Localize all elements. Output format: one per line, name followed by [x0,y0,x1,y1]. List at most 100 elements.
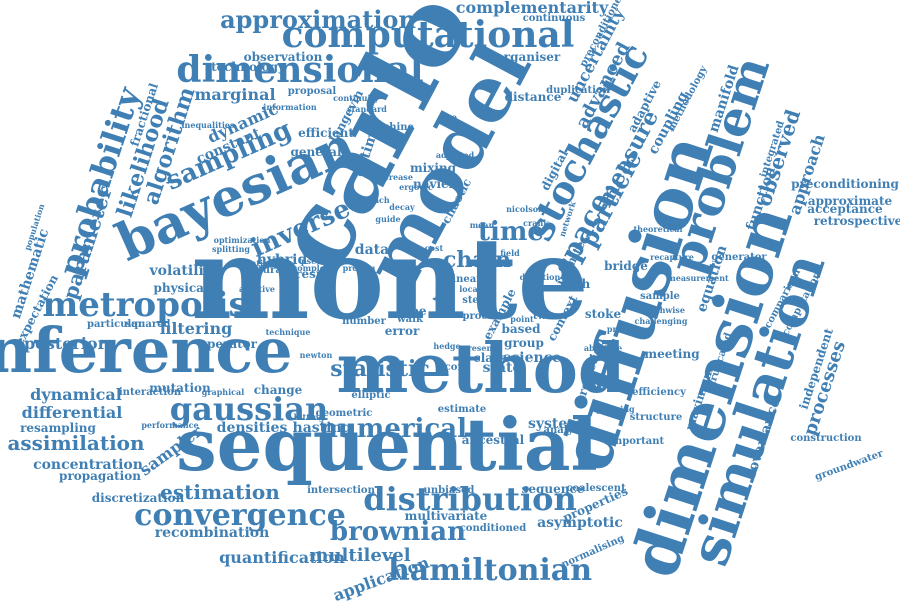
cloud-word-multilevel: multilevel [309,545,410,566]
cloud-word-complementarity: complementarity [456,0,609,17]
cloud-word-hamiltonian: hamiltonian [388,553,592,588]
cloud-word-particular: particular [87,319,144,330]
cloud-word-technique: technique [266,327,311,337]
cloud-word-quantification: quantification [219,548,345,567]
cloud-word-field: field [500,248,520,258]
cloud-word-dimensional: dimensional [176,49,423,91]
cloud-word-numerical: numerical [319,414,467,444]
cloud-word-brownian: brownian [330,517,466,547]
cloud-word-proc: proc [462,311,487,322]
cloud-word-groundwater: groundwater [814,448,886,483]
cloud-word-duplication: duplication [546,85,611,96]
cloud-word-ancestral: ancestral [462,433,525,447]
cloud-word-state: state [483,360,522,376]
cloud-word-free: free [439,112,457,122]
cloud-word-navier: navier [413,177,456,191]
cloud-word-increase: increase [375,172,413,182]
cloud-word-crank: crank [523,218,549,228]
cloud-word-computational: computational [282,14,575,56]
cloud-word-bridge: bridge [604,259,648,273]
cloud-word-propagation: propagation [59,469,141,483]
cloud-word-volatility: volatility [149,263,220,279]
cloud-word-continuity: continuity [333,93,379,103]
cloud-word-science: science [503,350,561,366]
cloud-word-discretization: discretization [92,491,185,505]
cloud-word-path: path [560,277,591,291]
cloud-word-sample: sample [640,291,680,302]
cloud-word-retrospective: retrospective [814,214,900,228]
cloud-word-filtering: filtering [160,319,233,338]
cloud-word-estimation: estimation [160,480,280,504]
cloud-word-hedge: hedge [433,341,460,351]
cloud-word-efficiency: efficiency [632,387,687,398]
cloud-word-absolute: absolute [584,343,622,353]
cloud-word-densities: densities [217,420,288,436]
cloud-word-iterative: iterative [235,258,273,268]
cloud-word-present: present [462,343,496,353]
cloud-word-tree: tree [399,304,427,318]
cloud-word-geometric: geometric [316,408,373,419]
cloud-word-recombination: recombination [155,525,270,541]
cloud-word-protein: protein [343,263,376,273]
cloud-word-gaussian: gaussian [170,390,329,428]
cloud-word-based: based [502,322,542,336]
cloud-word-physical: physical [153,281,208,295]
cloud-word-point: point [510,314,534,324]
cloud-word-continuous: continuous [523,13,586,24]
cloud-word-system: system [528,416,582,432]
cloud-word-monte: monte [191,214,589,345]
cloud-word-pricing: pricing [607,324,640,334]
cloud-word-local: local [459,284,480,294]
cloud-word-complex: complex [292,263,329,273]
cloud-word-efficient: efficient [298,126,354,140]
cloud-word-general: general [290,145,341,159]
cloud-word-performance: performance [141,420,198,430]
cloud-word-inference: inference [0,314,293,387]
cloud-word-adjusted: adjusted [436,150,475,160]
cloud-word-cost: cost [425,243,444,253]
cloud-word-proposal: proposal [288,86,337,97]
cloud-word-mean: mean [470,220,495,230]
cloud-word-acceptance: acceptance [807,202,883,216]
cloud-word-guide: guide [375,214,400,224]
cloud-word-mutation: mutation [149,381,211,395]
cloud-word-coalescent: coalescent [566,483,626,494]
cloud-word-generator: generator [711,252,767,263]
cloud-word-construction: construction [790,433,862,444]
cloud-word-distance: distance [505,90,562,104]
cloud-word-nicolson: nicolson [506,204,544,214]
cloud-word-structure: structure [630,412,682,423]
cloud-word-statistic: statistic [330,356,430,382]
cloud-word-number: number [342,316,386,327]
cloud-word-operator: operator [199,337,258,351]
cloud-word-mixing: mixing [410,161,457,175]
cloud-word-conditioned: conditioned [460,523,527,534]
cloud-word-approximation: approximation [220,5,416,34]
cloud-word-elliptic: elliptic [351,390,390,401]
cloud-word-step: step [462,295,486,306]
cloud-word-additive: additive [239,284,275,294]
cloud-word-meeting: meeting [644,347,700,361]
cloud-word-resampling: resampling [20,421,96,435]
cloud-word-unbiased: unbiased [424,485,475,496]
cloud-word-important: important [608,436,665,447]
cloud-word-twin: twin [533,311,558,322]
cloud-word-distribution: distribution [363,480,577,518]
cloud-word-estimate: estimate [438,404,486,415]
cloud-word-splitting: splitting [212,244,250,254]
cloud-word-marginal: marginal [194,85,275,104]
cloud-word-convergence: convergence [134,498,346,533]
cloud-word-method: method [337,329,626,409]
cloud-word-graphical: graphical [202,387,245,397]
cloud-word-interaction: interaction [119,387,182,398]
cloud-word-asymptotic: asymptotic [537,515,623,531]
cloud-word-pseudo: pseudo [301,256,334,266]
cloud-word-jumping: jumping [596,404,635,414]
cloud-word-decay: decay [389,202,415,212]
cloud-word-hitting: hitting [294,412,325,422]
cloud-word-machine: machine [366,122,414,133]
cloud-word-hasting: hasting [293,420,352,436]
cloud-word-information: information [263,102,317,112]
